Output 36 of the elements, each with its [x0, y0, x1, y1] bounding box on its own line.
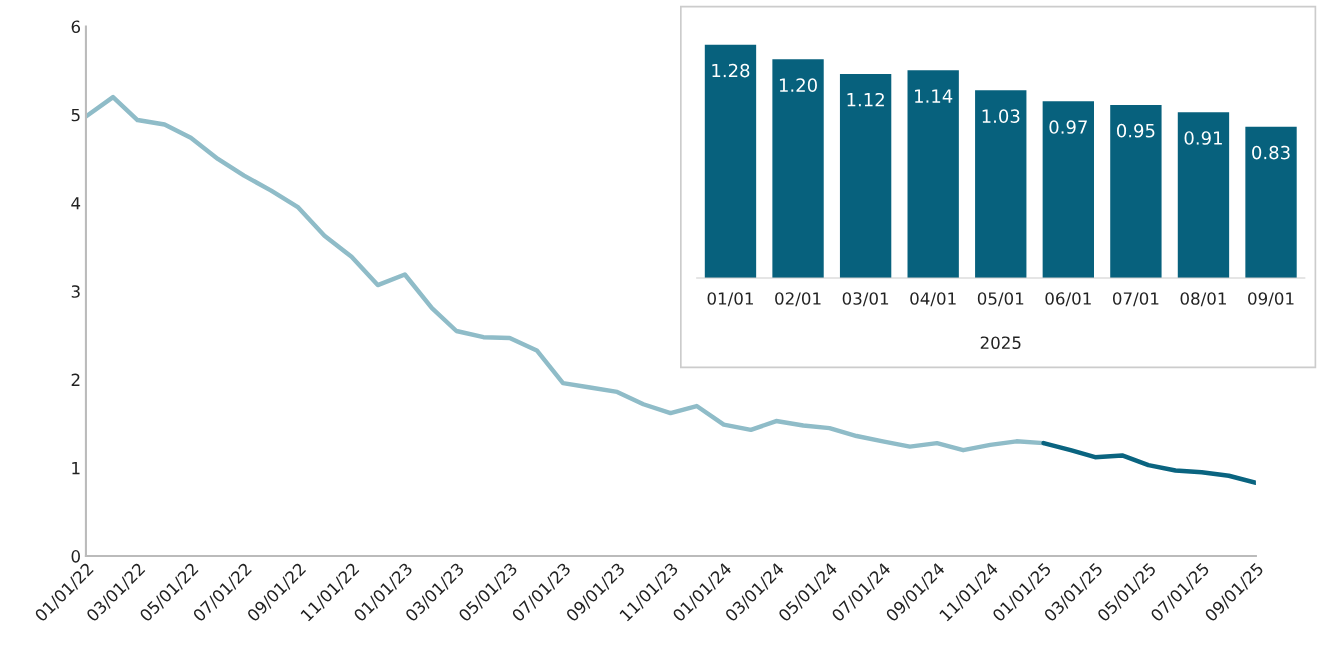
bar	[839, 73, 892, 279]
y-tick-label: 1	[72, 461, 80, 475]
x-tick-label: 03/01	[842, 292, 889, 307]
bar	[1110, 104, 1162, 279]
data-label: 1.03	[982, 109, 1020, 123]
bar	[1177, 112, 1230, 279]
bar	[1042, 101, 1094, 279]
data-label: 0.91	[1184, 131, 1222, 145]
bar	[1245, 126, 1297, 279]
bar	[772, 59, 824, 279]
y-tick-label: 2	[71, 373, 80, 386]
y-tick-label: 0	[71, 550, 80, 563]
x-tick-label: 01/01	[707, 292, 753, 307]
data-label: 1.12	[847, 92, 884, 107]
bar	[704, 44, 757, 279]
x-tick-label: 05/01	[977, 292, 1024, 307]
data-label: 1.20	[779, 78, 817, 92]
x-tick-label: 02/01	[775, 292, 821, 307]
y-tick-label: 6	[71, 20, 81, 34]
data-label: 0.95	[1116, 123, 1155, 138]
y-tick-label: 3	[71, 285, 80, 298]
data-label: 1.28	[712, 63, 750, 78]
x-tick-label: 04/01	[910, 292, 956, 307]
x-tick-label: 07/01	[1112, 292, 1159, 307]
bar	[975, 90, 1027, 279]
data-label: 0.97	[1049, 120, 1087, 134]
x-tick-label: 09/01	[1248, 292, 1294, 307]
line-series	[1041, 440, 1256, 486]
x-tick-label: 08/01	[1180, 292, 1226, 307]
bar	[907, 70, 959, 279]
annotation: 2025	[980, 336, 1021, 350]
y-tick-label: 5	[71, 108, 80, 122]
data-label: 1.14	[915, 89, 953, 103]
data-label: 0.83	[1252, 145, 1290, 160]
x-tick-label: 06/01	[1045, 292, 1091, 307]
y-tick-label: 4	[71, 197, 81, 210]
